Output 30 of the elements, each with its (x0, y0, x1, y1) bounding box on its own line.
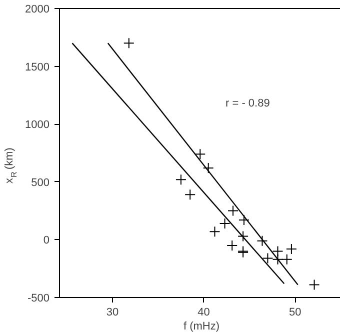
point (238, 230, 249, 242)
point (238, 214, 250, 226)
x-tick-label: 40 (198, 306, 210, 318)
y-tick-label: 0 (43, 234, 50, 247)
point (184, 189, 196, 200)
y-tick-label: 2000 (25, 4, 50, 16)
y-tick-label: 1000 (25, 119, 50, 132)
point (228, 205, 239, 216)
point (308, 279, 320, 290)
x-tick-label: 30 (106, 306, 119, 318)
point (256, 235, 268, 246)
y-tick-label: 500 (31, 176, 50, 189)
x-axis-title: f (mHz) (183, 320, 220, 332)
point (262, 252, 274, 264)
point (281, 254, 292, 265)
point (272, 246, 284, 257)
y-axis-title: xR (km) (4, 148, 18, 184)
annotation: r = - 0.89 (226, 98, 270, 110)
point (123, 38, 134, 49)
point (226, 240, 238, 251)
y-tick-label: -500 (27, 292, 50, 304)
point (286, 243, 297, 254)
point (175, 174, 186, 186)
point (209, 226, 220, 238)
point (202, 162, 214, 174)
y-tick-label: 1500 (25, 61, 50, 74)
x-tick-label: 50 (288, 306, 302, 318)
point (272, 254, 284, 265)
point (194, 148, 206, 160)
point (219, 218, 230, 230)
